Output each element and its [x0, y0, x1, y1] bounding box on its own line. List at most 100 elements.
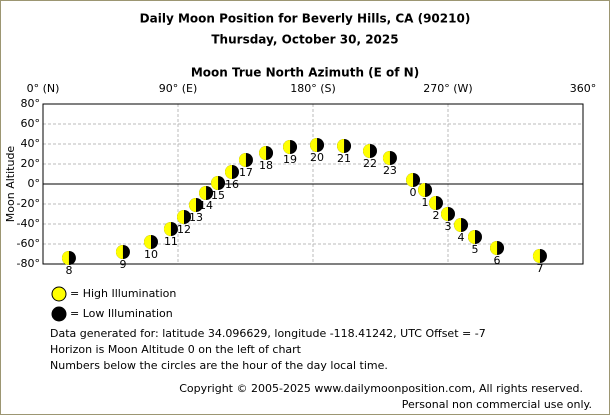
hour-label: 7 — [536, 262, 543, 275]
moon-marker — [144, 235, 158, 249]
note: Horizon is Moon Altitude 0 on the left o… — [50, 343, 302, 356]
copyright: Personal non commercial use only. — [402, 398, 592, 411]
moon-marker — [441, 207, 455, 221]
moon-marker — [177, 210, 191, 224]
hour-label: 13 — [189, 211, 203, 224]
y-tick-label: 60° — [21, 117, 41, 130]
hour-label: 1 — [422, 196, 429, 209]
y-axis-label: Moon Altitude — [4, 146, 17, 223]
moon-lit — [454, 218, 462, 232]
y-tick-label: 80° — [21, 97, 41, 110]
moon-marker — [490, 241, 505, 255]
moon-marker — [211, 176, 226, 190]
hour-label: 14 — [199, 199, 213, 212]
y-tick-label: -40° — [17, 217, 40, 230]
y-tick-label: 40° — [21, 137, 41, 150]
hour-label: 10 — [144, 248, 158, 261]
x-tick-label: 180° (S) — [290, 82, 336, 95]
moon-marker — [429, 196, 443, 210]
moon-lit — [406, 173, 414, 187]
hour-label: 17 — [239, 166, 253, 179]
moon-lit — [382, 151, 390, 165]
moon-lit — [211, 176, 219, 190]
hour-label: 5 — [472, 243, 479, 256]
x-tick-label: 270° (W) — [423, 82, 472, 95]
moon-marker — [310, 138, 325, 152]
moon-marker — [363, 144, 377, 158]
hour-label: 21 — [337, 152, 351, 165]
moon-marker — [259, 146, 274, 160]
hour-label: 20 — [310, 151, 324, 164]
hour-label: 19 — [283, 153, 297, 166]
hour-label: 8 — [65, 264, 72, 277]
legend-label: = High Illumination — [70, 287, 176, 300]
moon-lit — [337, 139, 345, 153]
hour-label: 9 — [119, 258, 126, 271]
moon-lit — [490, 241, 498, 255]
copyright: Copyright © 2005-2025 www.dailymoonposit… — [179, 382, 583, 395]
moon-lit — [259, 146, 267, 160]
moon-lit — [418, 183, 426, 197]
moon-marker — [189, 198, 203, 212]
moon-lit — [61, 251, 69, 265]
hour-label: 6 — [494, 254, 501, 267]
moon-marker — [283, 140, 298, 154]
moon-marker — [382, 151, 397, 165]
moon-marker — [337, 139, 352, 153]
hour-label: 15 — [211, 189, 225, 202]
moon-marker — [61, 251, 76, 265]
moon-marker — [454, 218, 469, 232]
moon-lit — [310, 138, 318, 152]
hour-label: 12 — [177, 223, 191, 236]
x-tick-label: 360° — [570, 82, 597, 95]
x-tick-label: 90° (E) — [159, 82, 198, 95]
hour-label: 18 — [259, 159, 273, 172]
moon-marker — [532, 249, 547, 263]
hour-label: 16 — [225, 178, 239, 191]
note: Data generated for: latitude 34.096629, … — [50, 327, 486, 340]
moon-lit — [177, 210, 184, 224]
moon-lit — [189, 198, 196, 212]
moon-lit — [144, 235, 151, 249]
moon-marker — [115, 245, 130, 259]
moon-lit — [468, 230, 475, 244]
y-tick-label: -20° — [17, 197, 40, 210]
y-tick-label: 20° — [21, 157, 41, 170]
hour-label: 22 — [363, 157, 377, 170]
plot-area — [42, 103, 584, 265]
hour-label: 3 — [445, 220, 452, 233]
moon-lit — [238, 153, 246, 167]
y-tick-label: -60° — [17, 237, 40, 250]
legend-swatch — [51, 286, 67, 302]
hour-label: 4 — [458, 231, 465, 244]
note: Numbers below the circles are the hour o… — [50, 359, 388, 372]
chart-title: Daily Moon Position for Beverly Hills, C… — [140, 12, 471, 26]
moon-lit — [532, 249, 540, 263]
moon-marker — [163, 222, 178, 236]
moon-marker — [199, 186, 214, 201]
moon-lit — [115, 245, 123, 259]
moon-lit — [225, 165, 232, 179]
hour-label: 0 — [410, 186, 417, 199]
moon-lit — [429, 196, 436, 210]
moon-lit — [283, 140, 291, 154]
legend-swatch — [51, 306, 67, 322]
moon-marker — [225, 165, 239, 179]
x-axis-label: Moon True North Azimuth (E of N) — [191, 66, 419, 80]
moon-marker — [468, 230, 482, 244]
hour-label: 2 — [433, 209, 440, 222]
hour-label: 23 — [383, 164, 397, 177]
moon-lit — [163, 222, 171, 236]
chart-subtitle: Thursday, October 30, 2025 — [211, 33, 398, 47]
moon-lit — [199, 186, 207, 201]
moon-marker — [406, 173, 421, 187]
hour-label: 11 — [164, 235, 178, 248]
legend-label: = Low Illumination — [70, 307, 173, 320]
x-tick-label: 0° (N) — [27, 82, 60, 95]
moon-marker — [238, 153, 253, 167]
moon-marker — [418, 183, 433, 197]
y-tick-label: -80° — [17, 257, 40, 270]
moon-lit — [363, 144, 370, 158]
